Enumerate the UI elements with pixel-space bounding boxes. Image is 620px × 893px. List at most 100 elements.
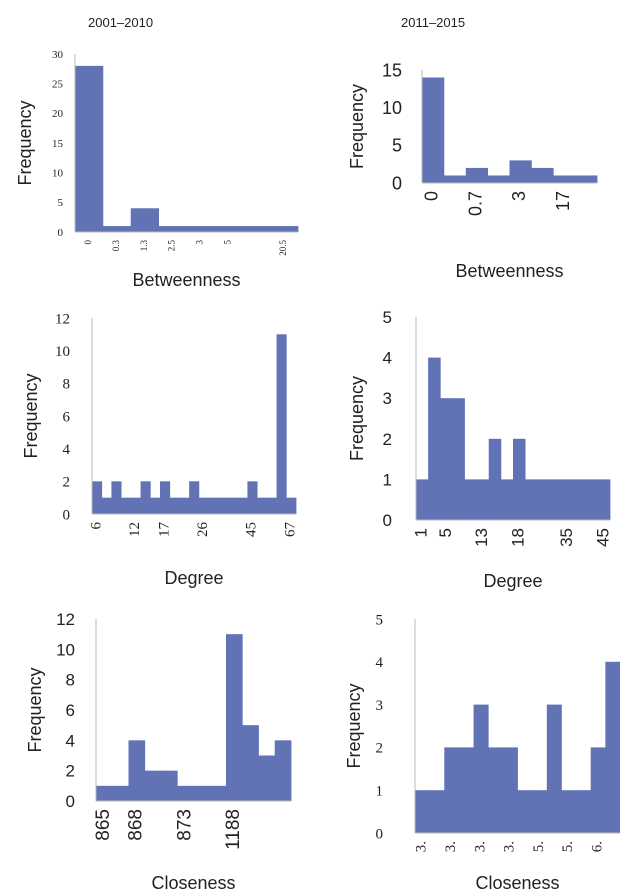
histogram-bar <box>464 479 478 520</box>
x-axis-label: Closeness <box>151 873 235 893</box>
histogram-bar <box>532 790 548 833</box>
y-axis-label: Frequency <box>25 667 45 752</box>
histogram-bar <box>96 785 113 801</box>
y-tick-label: 10 <box>56 640 75 659</box>
histogram-bar <box>465 167 489 183</box>
histogram-bar <box>422 77 445 183</box>
column-title-2001-2010: 2001–2010 <box>88 15 154 30</box>
x-tick-label: 20.5 <box>278 240 288 256</box>
histogram-bar <box>150 497 161 514</box>
x-tick-label: 3 <box>194 240 204 245</box>
histogram-bar <box>177 785 194 801</box>
histogram-panel-6: 0 1 2 3 4 5 3. 3. 3. 3. 5. 5. 6. Frequency Closeness <box>344 612 620 893</box>
y-tick-label: 0 <box>383 511 392 530</box>
histogram-bar <box>186 226 215 232</box>
y-tick-label: 0 <box>392 173 402 193</box>
y-tick-label: 0 <box>63 507 71 523</box>
y-tick-label: 2 <box>376 741 384 757</box>
histogram-bar <box>276 334 287 514</box>
x-axis-label: Betweenness <box>132 270 240 290</box>
histogram-bar <box>92 481 103 514</box>
y-tick-label: 15 <box>382 60 402 80</box>
histogram-bar <box>549 479 562 520</box>
histogram-bar <box>546 704 562 833</box>
histogram-bar <box>102 226 132 232</box>
histogram-bar <box>452 398 465 520</box>
histogram-bar <box>237 497 248 514</box>
histogram-bar <box>473 704 489 833</box>
histogram-bar <box>561 479 575 520</box>
y-tick-label: 6 <box>66 701 75 720</box>
x-tick-label: 1188 <box>223 809 244 850</box>
histogram-bar <box>247 481 258 514</box>
histogram-bar <box>429 790 445 833</box>
histogram-bar <box>458 747 474 833</box>
x-tick-label: 868 <box>126 809 147 841</box>
y-axis-label: Frequency <box>21 373 41 458</box>
y-tick-label: 20 <box>52 108 64 120</box>
x-tick-label: 12 <box>127 522 143 537</box>
histogram-bar <box>140 481 151 514</box>
y-tick-label: 5 <box>383 308 392 327</box>
y-tick-label: 25 <box>52 79 64 91</box>
histogram-bar <box>443 175 467 183</box>
x-tick-label: 35 <box>557 528 576 547</box>
y-tick-label: 4 <box>383 349 392 368</box>
x-tick-label: 0.7 <box>465 191 485 216</box>
histogram-bar <box>575 175 598 183</box>
histogram-bar <box>242 725 259 801</box>
x-axis-label: Closeness <box>475 873 559 893</box>
histogram-bar <box>476 479 490 520</box>
x-tick-label: 5. <box>560 841 576 852</box>
histogram-bar <box>597 479 611 520</box>
histogram-bar <box>111 481 122 514</box>
histogram-bar <box>130 208 160 232</box>
histogram-panel-3: 0 2 4 6 8 10 12 6 12 17 26 45 67 Frequency Degree <box>21 311 299 588</box>
y-axis-label: Frequency <box>344 683 364 768</box>
y-tick-label: 0 <box>66 792 75 811</box>
x-tick-label: 3. <box>472 841 488 852</box>
histogram-bar <box>415 790 431 833</box>
histogram-bar <box>257 497 268 514</box>
histogram-bar <box>75 65 104 233</box>
histogram-bar <box>209 785 227 801</box>
x-tick-label: 3. <box>414 841 430 852</box>
x-tick-label: 5 <box>222 240 232 245</box>
histogram-bar <box>488 747 504 833</box>
x-tick-label: 0.3 <box>111 240 121 252</box>
x-tick-label: 1.3 <box>139 240 149 252</box>
histogram-bar <box>266 497 277 514</box>
histogram-bar <box>576 790 592 833</box>
histogram-panel-2: 0 5 10 15 0 0.7 3 17 Frequency Betweenness <box>347 60 598 281</box>
y-tick-label: 5 <box>58 197 64 209</box>
y-tick-label: 1 <box>383 470 392 489</box>
histogram-bar <box>605 661 620 833</box>
histogram-bar <box>274 740 292 801</box>
y-tick-label: 4 <box>376 655 384 671</box>
histogram-bar <box>112 785 129 801</box>
histogram-bar <box>193 785 211 801</box>
histogram-bar <box>537 479 550 520</box>
y-axis-label: Frequency <box>15 100 35 185</box>
histogram-bar <box>228 497 239 514</box>
histogram-bar <box>509 160 532 183</box>
histogram-bar <box>440 398 453 520</box>
y-tick-label: 12 <box>55 311 70 327</box>
histogram-bar <box>128 740 146 801</box>
histogram-bar <box>160 481 171 514</box>
histogram-bar <box>158 226 187 232</box>
x-axis-label: Degree <box>164 568 223 588</box>
y-tick-label: 1 <box>376 784 384 800</box>
x-tick-label: 6 <box>88 522 104 530</box>
histogram-bar <box>416 479 429 520</box>
histogram-bar <box>500 479 514 520</box>
y-tick-label: 10 <box>55 344 70 360</box>
x-tick-label: 0 <box>422 191 442 201</box>
y-tick-label: 30 <box>52 49 64 61</box>
histogram-bar <box>214 226 243 232</box>
histogram-bar <box>525 479 538 520</box>
histogram-bar <box>101 497 112 514</box>
histogram-bar <box>179 497 190 514</box>
histogram-bar <box>242 226 271 232</box>
